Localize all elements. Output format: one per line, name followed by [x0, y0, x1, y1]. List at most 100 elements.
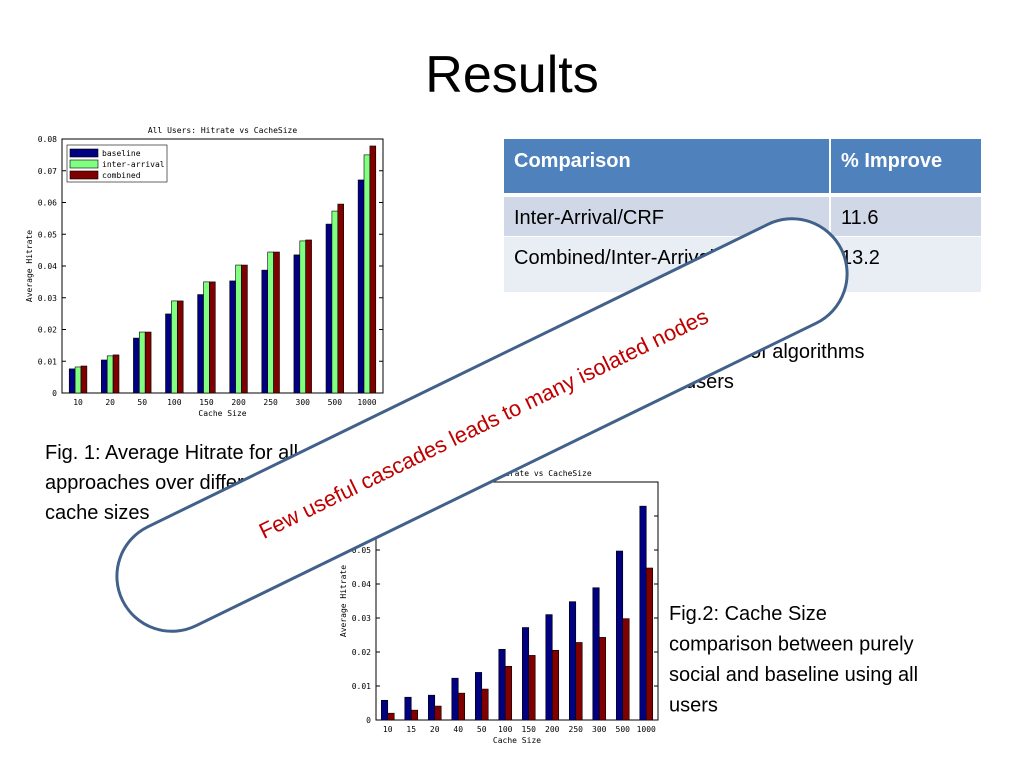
x-tick-label: 10 — [383, 725, 393, 734]
bar — [551, 649, 560, 721]
bar — [410, 709, 419, 721]
bar — [203, 281, 210, 394]
chart: All Users: Hitrate vs CacheSize 0 0.01 0.02… — [25, 126, 384, 418]
caption: social and baseline using all — [669, 664, 918, 686]
x-tick-label: 10 — [73, 398, 83, 407]
bar — [144, 331, 152, 394]
legend-swatch — [69, 170, 99, 180]
table-cell — [504, 139, 829, 193]
bar — [197, 294, 204, 394]
table-value: Inter-Arrival/CRF — [514, 207, 664, 229]
table-cell — [831, 237, 981, 292]
x-tick-label: 1000 — [637, 725, 656, 734]
bar — [592, 587, 600, 721]
table-value: 11.6 — [841, 207, 878, 229]
bar — [575, 642, 583, 721]
x-tick-label: 1000 — [357, 398, 376, 407]
x-tick-label: 250 — [569, 725, 584, 734]
bar — [68, 368, 76, 394]
x-axis-label: Cache Size — [198, 409, 246, 418]
bar — [106, 355, 114, 394]
x-tick-label: 150 — [522, 725, 537, 734]
bar — [112, 354, 120, 394]
y-tick-label: 0.03 — [38, 294, 57, 303]
table-header: % Improve — [841, 150, 942, 172]
x-tick-label: 15 — [406, 725, 416, 734]
y-tick-label: 0 — [366, 716, 371, 725]
y-axis-label: Average Hitrate — [339, 565, 348, 637]
bar — [293, 254, 301, 394]
bar — [451, 677, 459, 721]
x-tick-label: 100 — [498, 725, 513, 734]
y-tick-label: 0.01 — [352, 682, 371, 691]
x-tick-label: 300 — [592, 725, 607, 734]
y-tick-label: 0.04 — [38, 262, 57, 271]
bar — [171, 300, 178, 394]
legend-swatch — [69, 148, 99, 158]
bar — [273, 251, 280, 394]
y-tick-label: 0.05 — [352, 546, 371, 555]
bar — [305, 239, 312, 394]
table-value: Combined/Inter-Arrival — [514, 247, 714, 269]
y-tick-label: 0.07 — [38, 167, 57, 176]
y-tick-label: 0.05 — [38, 230, 57, 239]
caption: Fig.2: Cache Size — [669, 603, 827, 625]
x-tick-label: 20 — [430, 725, 440, 734]
x-tick-label: 40 — [453, 725, 463, 734]
bar — [434, 705, 442, 721]
callout-shape — [115, 217, 849, 633]
chart-title: All Users: Hitrate vs CacheSize — [148, 126, 297, 135]
bar — [331, 210, 339, 394]
bar — [165, 313, 172, 394]
bar — [622, 618, 630, 721]
bar — [645, 567, 654, 721]
bar — [474, 672, 483, 721]
table-cell — [831, 197, 981, 236]
caption: Fig. 1: Average Hitrate for all — [45, 442, 298, 464]
bar — [74, 366, 82, 394]
bar — [357, 179, 365, 394]
x-tick-label: 50 — [137, 398, 147, 407]
chart: All Users: Hitrate vs CacheSize 0 0.01 0.02… — [339, 469, 659, 745]
caption: cache sizes — [45, 502, 150, 524]
y-tick-label: 0.06 — [38, 199, 57, 208]
x-tick-label: 200 — [231, 398, 246, 407]
x-tick-label: 250 — [263, 398, 278, 407]
y-tick-label: 0.03 — [352, 614, 371, 623]
bar — [133, 337, 140, 394]
x-tick-label: 500 — [616, 725, 631, 734]
y-tick-label: 0.08 — [38, 135, 57, 144]
slide-title: Results — [425, 46, 598, 104]
bar — [481, 688, 489, 721]
y-tick-label: 0.02 — [352, 648, 371, 657]
bar — [235, 264, 242, 394]
bar — [427, 694, 436, 721]
x-tick-label: 100 — [167, 398, 182, 407]
bar — [241, 264, 248, 394]
bar — [457, 692, 466, 721]
bar — [363, 154, 371, 394]
legend-label: combined — [102, 171, 141, 180]
caption: comparison between purely — [669, 634, 914, 656]
bar — [387, 712, 395, 721]
bar — [615, 550, 624, 721]
plot-area — [375, 481, 659, 721]
caption: approaches over different — [45, 472, 272, 494]
legend-swatch — [69, 159, 99, 169]
x-tick-label: 50 — [477, 725, 487, 734]
legend-label: baseline — [102, 149, 141, 158]
bar — [639, 505, 647, 721]
bar — [101, 359, 108, 394]
x-tick-label: 200 — [545, 725, 560, 734]
x-tick-label: 150 — [199, 398, 214, 407]
bar — [498, 648, 506, 721]
caption: users — [669, 695, 718, 717]
bar — [325, 223, 333, 394]
y-tick-label: 0.01 — [38, 357, 57, 366]
y-tick-label: 0.02 — [38, 326, 57, 335]
bar — [267, 251, 274, 394]
legend-label: inter-arrival — [102, 160, 165, 169]
bar — [568, 601, 577, 721]
bar — [261, 269, 269, 394]
